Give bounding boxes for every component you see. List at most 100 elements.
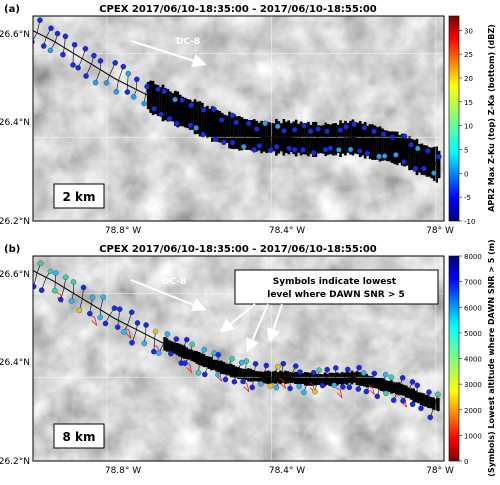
x-tick-a-1: 78.4° W [269,226,305,236]
colorbar-tick-label: 30 [464,27,473,35]
dawn-symbol [102,320,109,327]
dawn-symbol [97,58,104,64]
dawn-symbol [383,390,389,397]
panel-a-label: (a) [4,4,20,15]
dawn-symbol [399,375,406,381]
dawn-symbol [121,328,127,335]
dawn-symbol [389,134,396,140]
dawn-symbol [307,128,314,134]
dawn-symbol [166,115,173,122]
dawn-symbol [156,350,162,356]
dawn-symbol [200,131,206,138]
panel-b-label: (b) [4,244,20,255]
dawn-symbol [245,120,252,127]
dawn-symbol [371,128,377,134]
colorbar-tick-label: 20 [464,75,473,83]
dawn-symbol [52,270,59,276]
dawn-symbol [213,136,219,142]
y-tick-a-0: 26.6°N [0,30,30,40]
y-tick-b-2: 26.2°N [0,457,30,467]
dawn-symbol [91,52,97,59]
dawn-symbol [129,339,135,346]
dawn-symbol [33,283,37,290]
dawn-symbol [40,43,47,49]
dawn-symbol [249,384,255,391]
colorbar-tick-label: -5 [464,194,471,202]
dawn-symbol [291,126,298,133]
dawn-symbol [361,125,368,131]
dawn-symbol [238,359,245,366]
dawn-symbol [436,153,442,160]
dawn-symbol [92,79,99,86]
dawn-symbol [240,378,246,385]
dawn-symbol [427,414,434,421]
dawn-symbol [76,307,83,314]
dawn-symbol [179,97,185,103]
scale-box-b [53,423,105,449]
colorbar-b-ticks: 8000 7000 6000 5000 4000 3000 2000 1000 0 [459,253,482,466]
dawn-symbol [68,298,75,304]
dawn-symbol [263,362,270,369]
dawn-symbol [418,405,424,412]
dawn-symbol [297,369,303,375]
dawn-symbol [62,33,69,40]
dawn-symbol [324,128,330,135]
y-tick-b-1: 26.4°N [0,358,30,368]
x-tick-b-1: 78.4° W [269,466,305,476]
dawn-symbol [87,310,93,317]
dawn-symbol [340,384,346,390]
annotation-text-b: Symbols indicate lowest level where DAWN… [267,277,405,300]
scale-label-b: 8 km [62,430,95,444]
dawn-symbol [172,96,178,103]
dawn-symbol [47,268,54,275]
panel-a: (a) CPEX 2017/06/10-18:35:00 - 2017/06/1… [0,4,496,236]
swath-cell [437,397,440,412]
colorbar-tick-label: 1000 [464,432,482,440]
dawn-symbol [173,336,180,342]
dawn-symbol [376,153,382,160]
dawn-symbol [275,363,281,370]
colorbar-b-label: (Symbols) Lowest altitude where DAWN SNR… [487,239,496,476]
y-tick-a-1: 26.4°N [0,118,30,128]
dawn-symbol [202,371,208,378]
dawn-symbol [363,388,370,395]
dawn-symbol [82,46,89,52]
dawn-symbol [187,122,194,129]
dawn-symbol [401,133,408,139]
dawn-symbol [251,146,257,153]
dawn-symbol [164,331,171,337]
dawn-symbol [152,328,159,335]
dawn-symbol [347,146,354,153]
dawn-symbol [221,139,227,146]
dawn-symbol [103,80,110,86]
dawn-symbol [343,124,349,130]
flight-track-b [33,270,436,405]
dawn-symbol [252,361,259,367]
aircraft-label-b: DC-8 [162,277,186,287]
aircraft-label-a: DC-8 [176,37,200,47]
dawn-symbol [114,324,121,330]
colorbar-tick-label: 0 [464,170,468,178]
dawn-symbol [233,119,240,126]
dawn-symbol [311,150,317,156]
dawn-symbol [116,306,123,312]
dawn-symbol [253,126,260,132]
dawn-symbol [401,159,407,165]
colorbar-a-label: APR2 Max Z-Ku (top) Z-Ka (bottom) (dBZ) [487,24,496,212]
dawn-symbol [161,88,167,95]
dawn-symbol [201,347,208,353]
dawn-symbol [215,372,221,378]
dawn-symbol [256,143,263,149]
wind-vector [33,32,38,41]
flight-direction-arrow-b [130,279,207,312]
dawn-symbol [113,89,120,95]
dawn-symbol [331,382,338,388]
dawn-symbol [141,100,147,107]
dawn-symbol [189,341,195,348]
dawn-symbol [168,350,174,357]
dawn-symbol [151,348,157,355]
annotation-arrow-b-1 [246,303,269,353]
dawn-symbol [158,111,164,118]
dawn-symbol [125,70,132,77]
dawn-symbol [184,336,190,343]
